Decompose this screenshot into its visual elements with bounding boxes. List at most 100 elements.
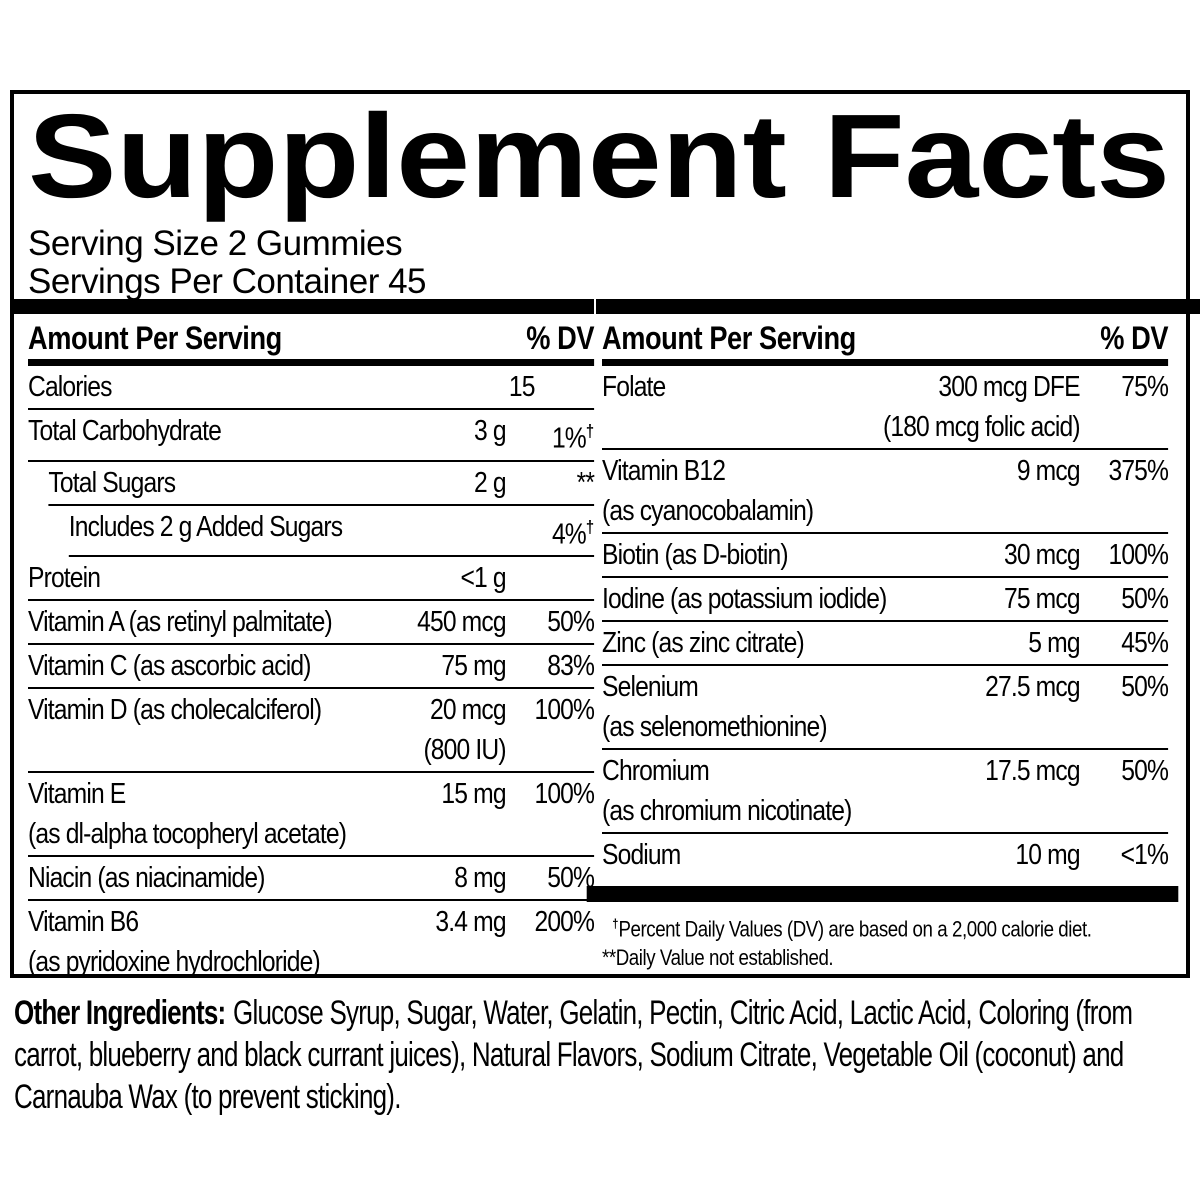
nutrient-name: Vitamin B12 (as cyanocobalamin)	[602, 451, 1017, 531]
nutrient-amount-text: 450 mcg	[417, 606, 506, 639]
nutrient-columns: Amount Per Serving % DV Calories 15 Total …	[14, 299, 1200, 978]
nutrient-row: Niacin (as niacinamide) 8 mg 50%	[28, 857, 595, 902]
nutrient-dv-text: 50%	[1121, 755, 1169, 787]
nutrient-name: Vitamin E (as dl-alpha tocopheryl acetate…	[28, 774, 441, 854]
nutrient-name-text: Vitamin A (as retinyl palmitate)	[28, 606, 333, 639]
nutrient-subname-text: (as chromium nicotinate)	[602, 795, 852, 827]
nutrient-amount: 20 mcg (800 IU)	[423, 690, 507, 770]
nutrient-name: Vitamin A (as retinyl palmitate)	[28, 602, 417, 642]
nutrient-row: Total Sugars 2 g **	[48, 462, 595, 506]
nutrient-subamount-text: (800 IU)	[423, 734, 506, 767]
nutrient-dv-text: 50%	[1121, 583, 1169, 615]
percent-dv-heading: % DV	[526, 320, 595, 356]
nutrient-name-text: Sodium	[602, 839, 681, 871]
nutrient-amount: 3 g	[474, 411, 507, 451]
nutrient-amount-text: 5 mg	[1028, 627, 1080, 659]
nutrient-amount-text: 75 mg	[441, 650, 506, 683]
nutrient-row: Vitamin D (as cholecalciferol) 20 mcg (800…	[28, 689, 595, 774]
nutrient-amount: 10 mg	[1015, 835, 1080, 875]
nutrient-amount-text: 30 mcg	[1003, 539, 1081, 571]
nutrient-dv-text: 100%	[534, 778, 595, 811]
column-header: Amount Per Serving % DV	[602, 314, 1169, 366]
nutrient-amount-text: 15 mg	[441, 778, 506, 811]
serving-info: Serving Size 2 Gummies Servings Per Cont…	[28, 225, 1172, 301]
nutrient-dv: 100%	[506, 690, 594, 730]
nutrient-row: Vitamin C (as ascorbic acid) 75 mg 83%	[28, 645, 595, 690]
nutrient-dv: 375%	[1080, 451, 1168, 491]
nutrient-name: Vitamin C (as ascorbic acid)	[28, 646, 441, 686]
nutrient-name: Selenium (as selenomethionine)	[602, 667, 985, 747]
footnote-not-established: **Daily Value not established.	[602, 943, 1168, 972]
nutrient-amount: 8 mg	[454, 858, 506, 898]
nutrient-name-text: Zinc (as zinc citrate)	[602, 627, 805, 659]
nutrient-dv-text: 100%	[534, 694, 595, 727]
nutrient-amount: 9 mcg	[1017, 451, 1081, 491]
footnotes: †Percent Daily Values (DV) are based on …	[602, 909, 1168, 972]
nutrient-row: Folate 300 mcg DFE (180 mcg folic acid) 75%	[602, 366, 1169, 450]
nutrient-name: Protein	[28, 558, 460, 598]
nutrient-dv: 50%	[1080, 751, 1169, 791]
nutrient-amount: 450 mcg	[417, 602, 506, 642]
nutrient-amount: 300 mcg DFE (180 mcg folic acid)	[882, 367, 1081, 447]
nutrient-amount: 75 mcg	[1003, 579, 1081, 619]
nutrient-amount-text: 20 mcg	[429, 694, 507, 727]
nutrient-dv: 4%†	[506, 507, 594, 555]
nutrient-amount-text: 75 mcg	[1003, 583, 1081, 615]
nutrient-column-right: Amount Per Serving % DV Folate 300 mcg DF…	[586, 299, 1200, 974]
nutrient-name-text: Vitamin D (as cholecalciferol)	[28, 694, 322, 727]
nutrient-row: Calories 15	[28, 366, 595, 410]
nutrient-amount: 27.5 mcg	[985, 667, 1080, 707]
nutrient-name: Sodium	[602, 835, 1015, 875]
nutrient-dv: **	[506, 463, 595, 503]
nutrient-name: Calories	[28, 367, 509, 407]
nutrient-amount: <1 g	[460, 558, 506, 598]
footnote-daily-values: †Percent Daily Values (DV) are based on …	[602, 909, 1168, 943]
nutrient-name-text: Protein	[28, 562, 101, 595]
footnote-separator-bar	[586, 886, 1179, 902]
panel-title-graphic: Supplement Facts	[28, 100, 1170, 222]
nutrient-rows-left: Calories 15 Total Carbohydrate 3 g 1%† Total …	[28, 366, 595, 983]
nutrient-dv: 100%	[506, 774, 594, 814]
nutrient-row: Vitamin A (as retinyl palmitate) 450 mcg 5…	[28, 601, 595, 646]
nutrient-amount: 3.4 mg	[435, 902, 506, 942]
column-header-bar	[14, 299, 594, 314]
nutrient-name-text: Vitamin C (as ascorbic acid)	[28, 650, 311, 683]
other-ingredients-paragraph: Other Ingredients: Glucose Syrup, Sugar, …	[14, 992, 1191, 1118]
nutrient-dv: 100%	[1080, 535, 1168, 575]
footnote-text: Percent Daily Values (DV) are based on a…	[618, 916, 1092, 942]
nutrient-name-text: Vitamin E	[28, 778, 126, 811]
supplement-facts-panel: Supplement Facts Serving Size 2 Gummies …	[10, 90, 1200, 978]
nutrient-amount-text: 300 mcg DFE	[938, 371, 1080, 403]
nutrient-dv: 83%	[506, 646, 595, 686]
nutrient-name-text: Selenium	[602, 671, 699, 703]
nutrient-subname-text: (as cyanocobalamin)	[602, 495, 814, 527]
nutrient-amount-text: 8 mg	[454, 862, 506, 895]
percent-dv-heading: % DV	[1100, 320, 1169, 356]
nutrient-name-text: Iodine (as potassium iodide)	[602, 583, 887, 615]
amount-per-serving-heading: Amount Per Serving	[28, 320, 282, 356]
nutrient-subamount-text: (180 mcg folic acid)	[882, 411, 1081, 443]
other-ingredients-label: Other Ingredients:	[14, 994, 226, 1032]
nutrient-row: Total Carbohydrate 3 g 1%†	[28, 410, 595, 462]
nutrient-amount: 75 mg	[441, 646, 506, 686]
amount-per-serving-heading: Amount Per Serving	[602, 320, 856, 356]
servings-per-container-text: Servings Per Container 45	[28, 262, 427, 301]
nutrient-dv-text: 100%	[1108, 539, 1169, 571]
nutrient-amount-text: 10 mg	[1015, 839, 1080, 871]
dagger-mark: †	[612, 916, 619, 931]
nutrient-subname-text: (as selenomethionine)	[602, 711, 828, 743]
nutrient-dv-text: 50%	[1121, 671, 1169, 703]
nutrient-name: Chromium (as chromium nicotinate)	[602, 751, 985, 831]
nutrient-name: Vitamin B6 (as pyridoxine hydrochloride)	[28, 902, 435, 982]
nutrient-dv: 50%	[1080, 579, 1169, 619]
page-title: Supplement Facts	[28, 100, 1170, 222]
nutrient-subname-text: (as dl-alpha tocopheryl acetate)	[28, 818, 347, 851]
nutrient-rows-right: Folate 300 mcg DFE (180 mcg folic acid) 75%…	[602, 366, 1169, 876]
nutrient-row: Selenium (as selenomethionine) 27.5 mcg 50%	[602, 666, 1169, 750]
column-header: Amount Per Serving % DV	[28, 314, 595, 366]
nutrient-name-text: Vitamin B12	[602, 455, 726, 487]
nutrient-name: Biotin (as D-biotin)	[602, 535, 1004, 575]
nutrient-dv-text: 50%	[547, 606, 595, 639]
nutrient-row: Vitamin E (as dl-alpha tocopheryl acetate…	[28, 773, 595, 858]
